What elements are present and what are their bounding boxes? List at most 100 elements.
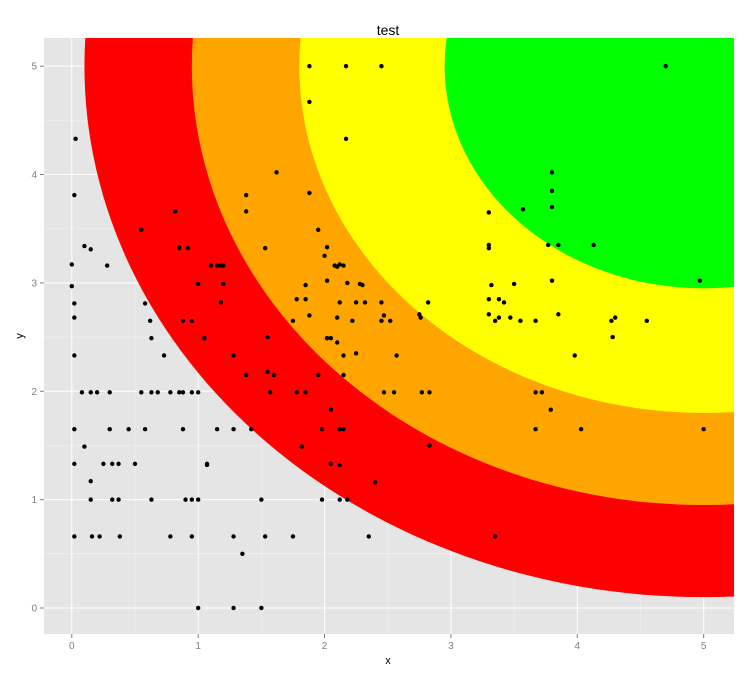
data-point xyxy=(231,605,236,611)
data-point xyxy=(189,318,195,324)
data-point xyxy=(508,315,513,320)
data-point xyxy=(214,263,220,268)
y-axis: 0 1 2 3 4 5 xyxy=(31,62,44,614)
data-point xyxy=(556,312,561,317)
data-point xyxy=(274,170,279,175)
data-point xyxy=(149,335,154,341)
data-point xyxy=(341,426,346,432)
x-tick-label: 5 xyxy=(701,641,707,652)
data-point xyxy=(425,300,431,305)
data-point xyxy=(394,353,399,358)
data-point xyxy=(353,300,359,305)
data-point xyxy=(328,407,334,412)
data-point xyxy=(486,242,492,248)
data-point xyxy=(322,253,327,259)
data-point xyxy=(328,335,334,341)
data-point xyxy=(533,318,538,324)
data-point xyxy=(299,444,305,449)
data-point xyxy=(268,390,273,395)
data-point xyxy=(697,278,703,283)
data-point xyxy=(259,605,264,611)
data-point xyxy=(189,497,195,502)
data-point xyxy=(107,426,112,432)
data-point xyxy=(208,263,214,268)
data-point xyxy=(72,461,77,467)
data-point xyxy=(262,246,268,251)
data-point xyxy=(265,334,270,340)
data-point xyxy=(307,190,312,196)
data-point xyxy=(290,534,296,539)
data-point xyxy=(379,300,384,305)
data-point xyxy=(591,242,596,248)
data-point xyxy=(110,497,115,502)
data-point xyxy=(173,209,178,214)
data-point xyxy=(189,534,195,539)
data-point xyxy=(195,281,201,287)
data-point xyxy=(89,534,95,539)
data-point xyxy=(202,335,207,341)
data-point xyxy=(139,390,144,395)
data-point xyxy=(546,242,551,248)
data-point xyxy=(337,262,342,267)
data-point xyxy=(231,534,236,539)
data-point xyxy=(303,296,308,302)
data-point xyxy=(303,390,308,395)
data-point xyxy=(341,263,346,268)
data-point xyxy=(345,497,350,502)
data-point xyxy=(610,334,615,340)
data-point xyxy=(88,497,93,502)
target-rings xyxy=(84,38,734,597)
data-point xyxy=(243,192,249,198)
data-point xyxy=(366,534,371,539)
data-point xyxy=(104,263,110,268)
data-point xyxy=(82,243,87,249)
data-point xyxy=(496,315,502,320)
y-tick-label: 5 xyxy=(31,62,37,73)
data-point xyxy=(195,390,201,395)
data-point xyxy=(126,426,131,432)
data-point xyxy=(427,390,432,395)
data-point xyxy=(110,461,115,467)
data-point xyxy=(324,278,330,283)
data-point xyxy=(271,372,277,378)
data-point xyxy=(381,390,387,395)
data-point xyxy=(168,534,173,539)
data-point xyxy=(379,318,384,324)
data-point xyxy=(613,315,618,320)
data-point xyxy=(168,390,173,395)
data-point xyxy=(324,244,330,250)
data-point xyxy=(180,318,186,324)
data-point xyxy=(195,497,201,502)
y-tick-label: 3 xyxy=(31,278,37,289)
data-point xyxy=(262,534,268,539)
data-point xyxy=(221,281,226,287)
data-point xyxy=(372,480,378,485)
data-point xyxy=(486,312,492,317)
data-point xyxy=(177,246,182,251)
data-point xyxy=(180,390,186,395)
data-point xyxy=(418,315,423,320)
data-point xyxy=(155,390,160,395)
data-point xyxy=(388,318,393,324)
x-axis-title: x xyxy=(385,655,391,667)
data-point xyxy=(328,461,334,467)
data-point xyxy=(427,443,432,448)
data-point xyxy=(501,300,507,305)
x-tick-label: 4 xyxy=(575,641,581,652)
data-point xyxy=(303,282,308,288)
data-point xyxy=(149,390,154,395)
data-point xyxy=(316,372,321,378)
data-point xyxy=(533,426,538,432)
data-point xyxy=(307,63,312,69)
data-point xyxy=(231,426,236,432)
data-point xyxy=(337,497,342,502)
data-point xyxy=(69,283,75,289)
data-point xyxy=(572,353,577,358)
data-point xyxy=(189,390,195,395)
data-point xyxy=(533,390,538,395)
data-point xyxy=(149,497,154,502)
data-point xyxy=(183,497,188,502)
data-point xyxy=(644,318,650,324)
data-point xyxy=(360,282,365,288)
